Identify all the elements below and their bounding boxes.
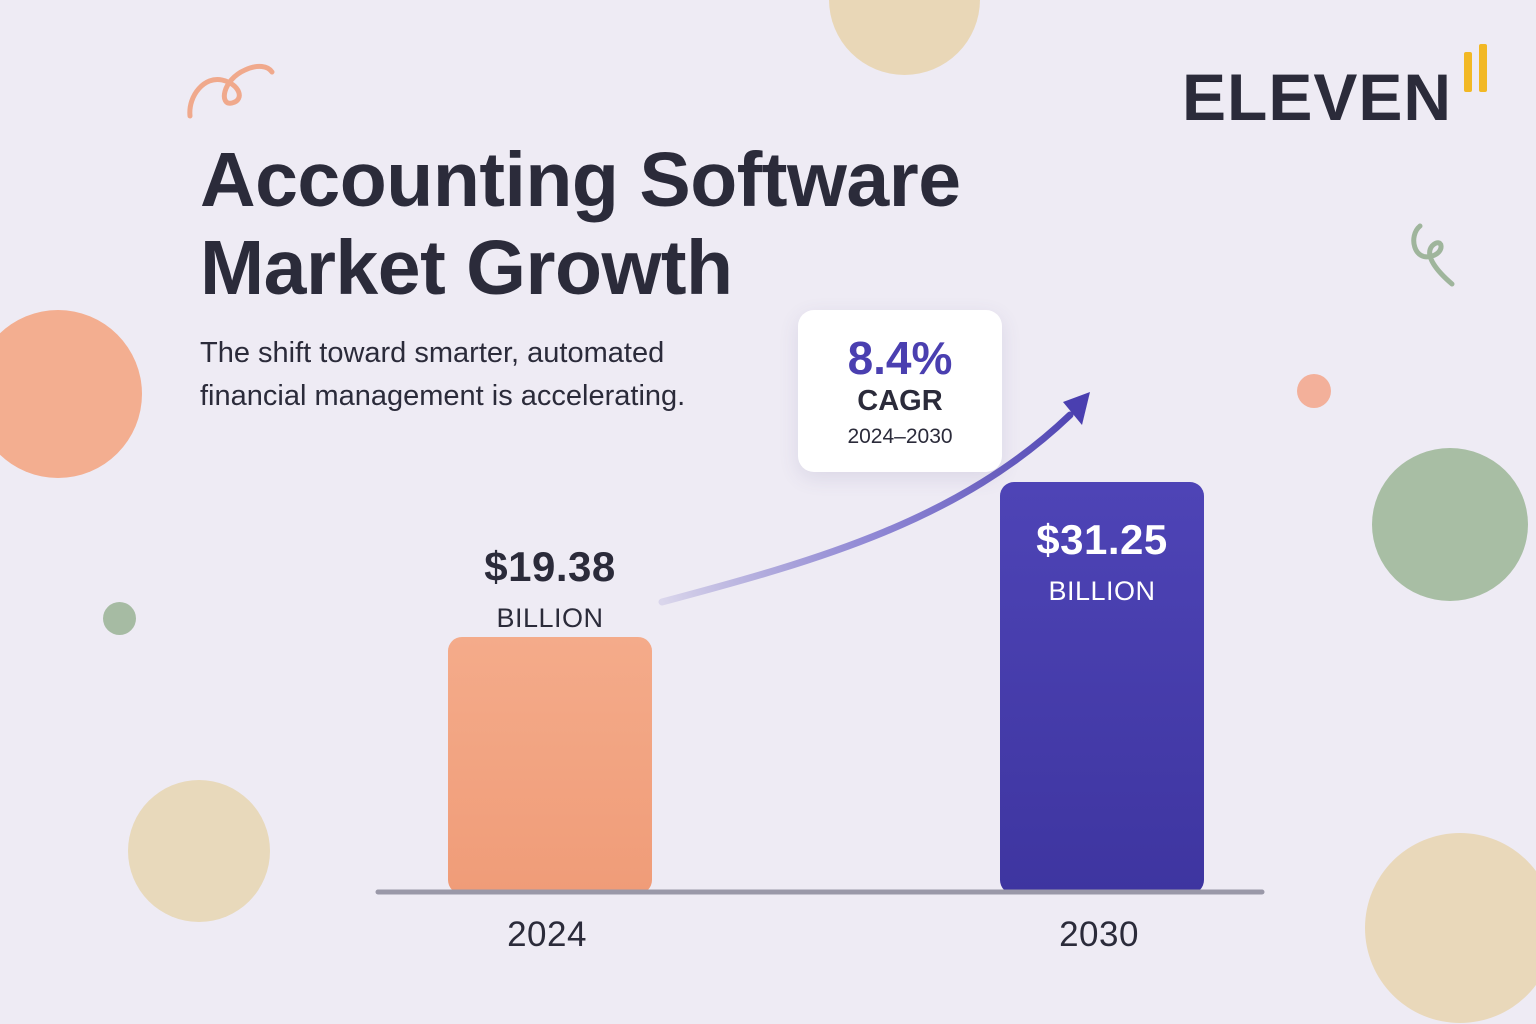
subtitle-line-2: financial management is accelerating. <box>200 380 686 412</box>
page-subtitle: The shift toward smarter, automated fina… <box>200 332 800 418</box>
cagr-period: 2024–2030 <box>847 425 953 448</box>
unit-label-2024: BILLION <box>496 603 603 633</box>
title-line-1: Accounting Software <box>200 137 961 223</box>
value-label-2024: $19.38 <box>484 543 615 590</box>
decor-circle-peach-left <box>0 310 142 478</box>
title-line-2: Market Growth <box>200 225 733 311</box>
decor-squiggle-orange <box>187 63 275 119</box>
decor-squiggle-green <box>1411 223 1455 287</box>
decor-circle-green-small <box>103 602 136 635</box>
page-title: Accounting Software Market Growth <box>200 136 1040 312</box>
bar-2024 <box>448 636 652 894</box>
cagr-value: 8.4% <box>847 332 953 384</box>
brand-name: ELEVEN <box>1182 60 1453 134</box>
brand-logo: ELEVEN <box>1182 44 1488 134</box>
subtitle-line-1: The shift toward smarter, automated <box>200 337 665 369</box>
growth-arrow <box>658 411 1074 606</box>
value-label-2030: $31.25 <box>1036 516 1167 563</box>
x-tick-2030: 2030 <box>1059 915 1139 954</box>
unit-label-2030: BILLION <box>1048 576 1155 606</box>
cagr-label: CAGR <box>857 385 943 417</box>
decor-circle-peach-small <box>1297 374 1331 408</box>
growth-arrow-head <box>1063 392 1090 425</box>
decor-circle-tan-bottom-left <box>128 780 270 922</box>
decor-circle-tan-bottom-right <box>1365 833 1536 1023</box>
x-tick-2024: 2024 <box>507 915 587 954</box>
brand-mark-icon <box>1464 44 1488 92</box>
bar-2030 <box>1000 482 1204 894</box>
cagr-card: 8.4% CAGR 2024–2030 <box>798 310 1002 472</box>
decor-circle-green-right <box>1372 448 1528 601</box>
